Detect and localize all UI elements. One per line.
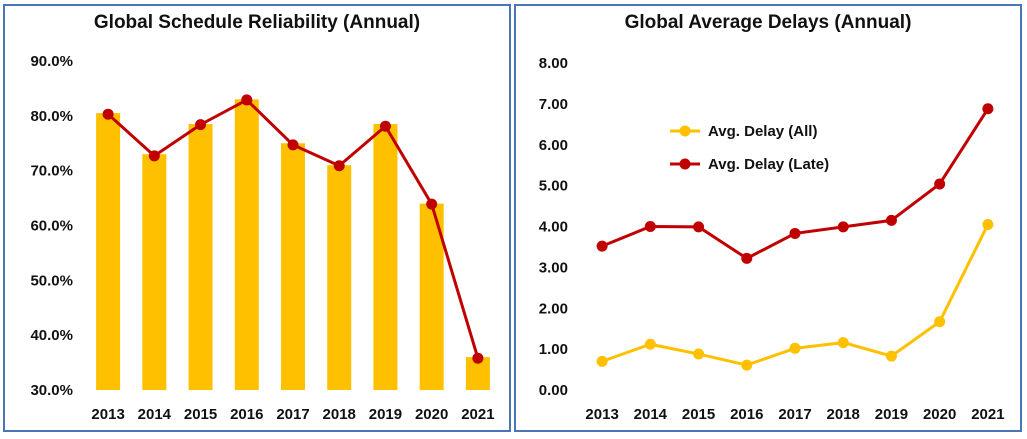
x-tick-label: 2016 <box>730 406 763 423</box>
avg-delay-all-point <box>934 316 946 328</box>
y-tick-label: 2.00 <box>539 300 568 317</box>
avg-delay-all-point <box>837 337 849 349</box>
y-tick-label: 40.0% <box>30 327 73 344</box>
avg-delay-all-point <box>885 350 897 362</box>
reliability-point <box>472 352 484 364</box>
delays-chart-panel: Global Average Delays (Annual) 0.00 1.00 2… <box>514 4 1022 432</box>
reliability-point <box>241 94 253 106</box>
avg-delay-late-point <box>644 221 656 232</box>
legend-label: Avg. Delay (All) <box>708 123 817 140</box>
y-tick-label: 80.0% <box>30 108 73 125</box>
reliability-bar <box>373 124 398 390</box>
y-tick-label: 8.00 <box>539 55 568 72</box>
x-tick-label: 2019 <box>369 406 402 423</box>
reliability-point <box>102 108 114 120</box>
y-tick-label: 70.0% <box>30 163 73 180</box>
reliability-bar <box>142 154 167 390</box>
avg-delay-all-point <box>789 342 801 354</box>
legend-swatch-marker <box>679 158 691 170</box>
avg-delay-all-point <box>741 359 753 371</box>
y-tick-label: 3.00 <box>539 259 568 276</box>
reliability-bar <box>188 124 213 390</box>
reliability-point <box>287 139 299 151</box>
x-tick-label: 2019 <box>875 406 908 423</box>
y-tick-label: 7.00 <box>539 96 568 113</box>
avg-delay-all-point <box>693 348 705 360</box>
y-tick-label: 30.0% <box>30 382 73 399</box>
reliability-point <box>379 120 391 132</box>
x-tick-label: 2015 <box>184 406 217 423</box>
x-tick-label: 2017 <box>276 406 309 423</box>
reliability-chart-panel: Global Schedule Reliability (Annual) 30.… <box>3 4 511 432</box>
reliability-bar <box>281 143 305 390</box>
avg-delay-late-point <box>837 221 849 233</box>
avg-delay-late-point <box>885 214 897 226</box>
x-tick-label: 2020 <box>415 406 448 423</box>
y-tick-label: 4.00 <box>539 219 568 236</box>
avg-delay-late-point <box>693 221 705 233</box>
x-tick-label: 2014 <box>634 406 668 423</box>
delays-chart-title: Global Average Delays (Annual) <box>624 12 912 33</box>
legend-label: Avg. Delay (Late) <box>708 156 829 173</box>
y-tick-label: 5.00 <box>539 178 568 195</box>
y-tick-label: 90.0% <box>30 53 73 70</box>
x-tick-label: 2013 <box>91 406 124 423</box>
avg-delay-late-point <box>934 178 946 190</box>
delays-chart-plot: 0.00 1.00 2.00 3.00 4.00 5.00 6.00 7.00 8.00 2013… <box>539 55 1005 423</box>
avg-delay-all-point <box>644 338 656 350</box>
x-tick-label: 2013 <box>585 406 618 423</box>
y-tick-label: 60.0% <box>30 218 73 235</box>
reliability-point <box>426 198 438 210</box>
avg-delay-late-point <box>596 240 608 252</box>
avg-delay-all-point <box>982 218 994 230</box>
avg-delay-late-point <box>741 252 753 264</box>
y-tick-label: 1.00 <box>539 341 568 358</box>
reliability-chart-plot: 30.0% 40.0% 50.0% 60.0% 70.0% 80.0% 90.0% 2013 2… <box>30 53 494 423</box>
x-tick-label: 2018 <box>323 406 356 423</box>
y-tick-label: 0.00 <box>539 382 568 399</box>
x-tick-label: 2018 <box>827 406 860 423</box>
x-tick-label: 2021 <box>971 406 1004 423</box>
x-tick-label: 2017 <box>778 406 811 423</box>
reliability-bar <box>327 165 352 390</box>
avg-delay-late-point <box>982 103 994 115</box>
x-tick-label: 2016 <box>230 406 263 423</box>
avg-delay-late-point <box>789 227 801 239</box>
x-tick-label: 2021 <box>461 406 494 423</box>
y-tick-label: 6.00 <box>539 137 568 154</box>
reliability-chart-title: Global Schedule Reliability (Annual) <box>93 12 421 33</box>
reliability-point <box>148 150 160 162</box>
avg-delay-all-point <box>596 355 608 367</box>
reliability-point <box>333 160 345 172</box>
y-tick-label: 50.0% <box>30 272 73 289</box>
x-tick-label: 2014 <box>138 406 172 423</box>
x-tick-label: 2015 <box>682 406 715 423</box>
reliability-point <box>195 119 207 131</box>
reliability-bar <box>234 99 259 390</box>
reliability-bar <box>96 113 121 390</box>
legend-swatch-marker <box>679 125 691 137</box>
x-tick-label: 2020 <box>923 406 956 423</box>
